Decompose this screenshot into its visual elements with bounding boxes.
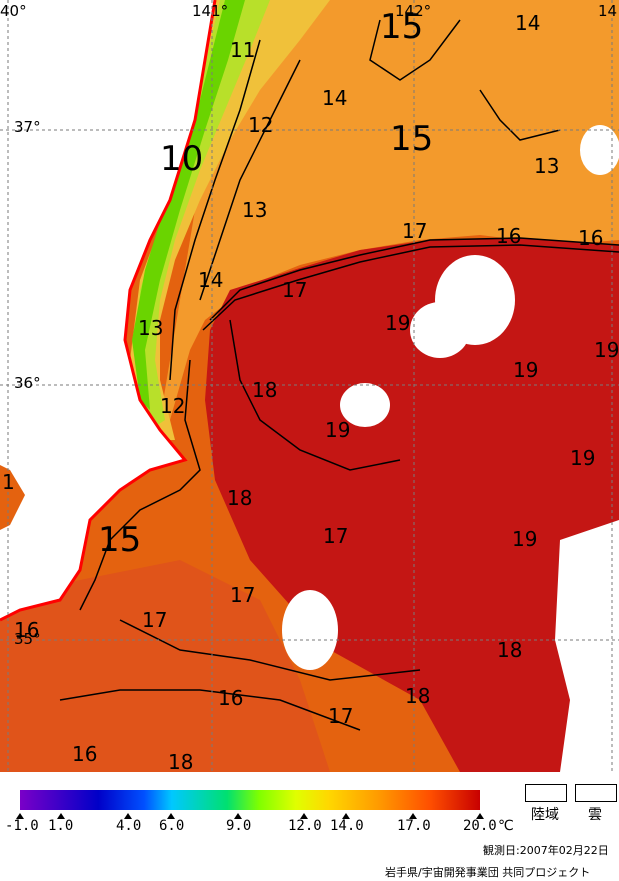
contour-label: 18 bbox=[227, 486, 253, 510]
contour-label: 19 bbox=[385, 311, 411, 335]
cloud-key-box bbox=[575, 784, 617, 802]
contour-label: 12 bbox=[160, 394, 186, 418]
contour-label: 14 bbox=[515, 11, 541, 35]
tick-mark bbox=[300, 813, 308, 819]
unit-label: ℃ bbox=[498, 818, 514, 834]
contour-label: 17 bbox=[282, 278, 308, 302]
contour-label: 17 bbox=[142, 608, 168, 632]
contour-label: 16 bbox=[496, 224, 522, 248]
contour-label: 16 bbox=[14, 618, 40, 642]
contour-label: 17 bbox=[323, 524, 349, 548]
contour-label: 12 bbox=[248, 113, 274, 137]
tick-mark bbox=[409, 813, 417, 819]
contour-label: 16 bbox=[218, 686, 244, 710]
contour-label: 14 bbox=[322, 86, 348, 110]
land-key-box bbox=[525, 784, 567, 802]
contour-label: 19 bbox=[513, 358, 539, 382]
lat-label-35: 35° bbox=[14, 630, 41, 648]
land-key-label: 陸域 bbox=[531, 807, 559, 823]
contour-label: 15 bbox=[98, 520, 142, 560]
contour-label: 19 bbox=[594, 338, 619, 362]
contour-label: 15 bbox=[380, 7, 424, 47]
tick-mark bbox=[57, 813, 65, 819]
contour-label: 17 bbox=[230, 583, 256, 607]
contour-label: 1 bbox=[2, 470, 15, 494]
tick-label: 14.0 bbox=[330, 818, 364, 834]
tick-label: 6.0 bbox=[159, 818, 185, 834]
tick-label: 1.0 bbox=[48, 818, 74, 834]
sea-surface-temperature-map: 40° 141° 142° 14 37° 36° 35° 11 12 10 13… bbox=[0, 0, 619, 772]
lon-label-142: 142° bbox=[395, 2, 432, 20]
tick-mark bbox=[476, 813, 484, 819]
tick-label: 4.0 bbox=[116, 818, 142, 834]
tick-label: 12.0 bbox=[288, 818, 322, 834]
temperature-colorbar bbox=[20, 790, 480, 810]
contour-label: 17 bbox=[328, 704, 354, 728]
contour-label: 13 bbox=[242, 198, 268, 222]
tick-mark bbox=[234, 813, 242, 819]
cloud-key-label: 雲 bbox=[588, 807, 602, 823]
contour-label: 16 bbox=[72, 742, 98, 766]
contour-label: 18 bbox=[168, 750, 194, 772]
contour-label: 19 bbox=[570, 446, 596, 470]
lat-label-36: 36° bbox=[14, 374, 41, 392]
contour-label: 14 bbox=[198, 268, 224, 292]
map-canvas bbox=[0, 0, 619, 772]
contour-label: 10 bbox=[160, 139, 204, 179]
contour-label: 18 bbox=[497, 638, 523, 662]
lon-label-141: 141° bbox=[192, 2, 229, 20]
lon-label-140: 40° bbox=[0, 2, 27, 20]
contour-label: 18 bbox=[252, 378, 278, 402]
contour-label: 19 bbox=[325, 418, 351, 442]
lat-label-37: 37° bbox=[14, 118, 41, 136]
tick-label: 9.0 bbox=[226, 818, 252, 834]
contour-label: 11 bbox=[230, 38, 256, 62]
tick-mark bbox=[124, 813, 132, 819]
tick-label: -1.0 bbox=[5, 818, 39, 834]
tick-mark bbox=[16, 813, 24, 819]
lon-label-143: 14 bbox=[598, 2, 618, 20]
contour-label: 19 bbox=[512, 527, 538, 551]
contour-label: 16 bbox=[578, 226, 604, 250]
observation-date: 観測日:2007年02月22日 bbox=[483, 844, 609, 857]
tick-label: 20.0 bbox=[463, 818, 497, 834]
contour-label: 17 bbox=[402, 219, 428, 243]
credit-line: 岩手県/宇宙開発事業団 共同プロジェクト bbox=[385, 866, 591, 879]
tick-label: 17.0 bbox=[397, 818, 431, 834]
contour-label: 13 bbox=[138, 316, 164, 340]
contour-label: 13 bbox=[534, 154, 560, 178]
contour-label: 18 bbox=[405, 684, 431, 708]
tick-mark bbox=[342, 813, 350, 819]
legend-panel: -1.0 1.0 4.0 6.0 9.0 12.0 14.0 17.0 20.0… bbox=[0, 772, 619, 881]
contour-label: 15 bbox=[390, 119, 434, 159]
tick-mark bbox=[167, 813, 175, 819]
